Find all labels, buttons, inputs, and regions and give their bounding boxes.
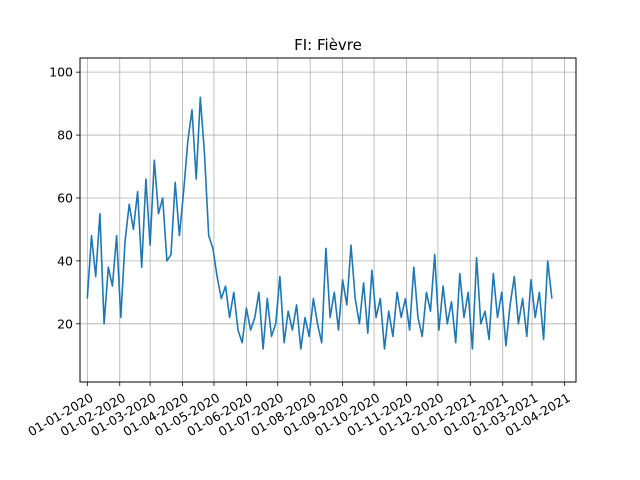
plot-frame bbox=[79, 57, 577, 383]
y-tick-label: 40 bbox=[57, 253, 73, 268]
y-tick-label: 60 bbox=[57, 190, 73, 205]
y-tick-label: 80 bbox=[57, 128, 73, 143]
series-line bbox=[86, 96, 553, 350]
y-axis: 20 40 60 80 100 bbox=[49, 65, 80, 331]
y-tick-label: 20 bbox=[57, 316, 73, 331]
series-layer bbox=[86, 96, 553, 350]
y-tick-label: 100 bbox=[49, 65, 73, 80]
chart-title: FI: Fièvre bbox=[294, 36, 362, 54]
